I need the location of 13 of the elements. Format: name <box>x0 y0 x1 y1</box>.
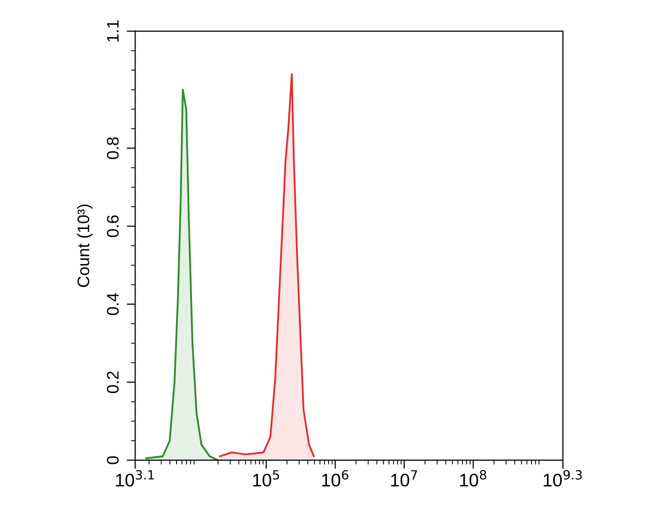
x-tick-label: 10$^{7}$ <box>391 470 418 487</box>
x-tick-label: 10$^{3.1}$ <box>116 470 154 487</box>
y-axis-title: Count (10³) <box>77 204 93 287</box>
x-tick-label: 10$^{6}$ <box>322 470 348 487</box>
y-tick-label: 1.1 <box>107 20 119 42</box>
x-tick-label: 10$^{9.3}$ <box>544 470 582 487</box>
y-tick-label: 0.6 <box>106 215 119 238</box>
x-tick-label: 10$^{8}$ <box>460 470 486 487</box>
y-tick-label: 0.4 <box>106 293 119 316</box>
y-tick-label: 0.8 <box>106 137 119 160</box>
x-tick-label: 10$^{5}$ <box>253 470 280 487</box>
y-tick-label: 0 <box>106 456 119 464</box>
y-tick-label: 0.2 <box>106 371 119 394</box>
